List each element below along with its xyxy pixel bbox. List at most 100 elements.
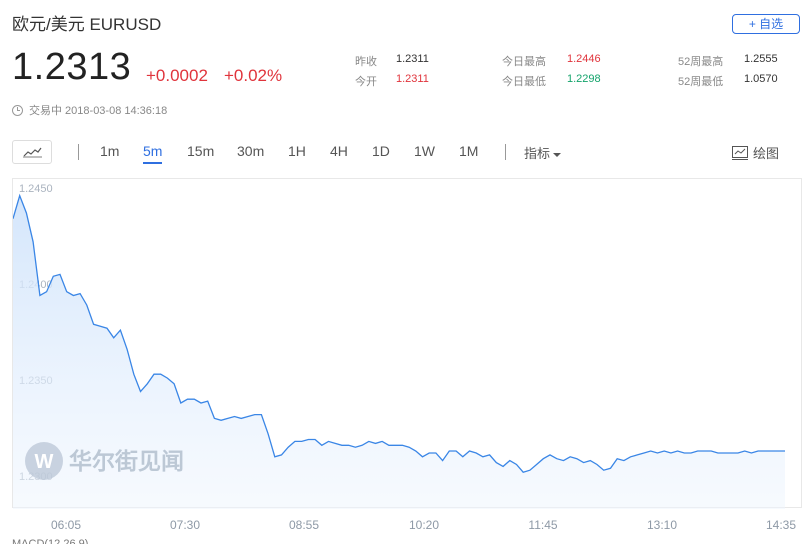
price-point	[261, 414, 262, 415]
price-point	[39, 295, 40, 296]
price-point	[247, 416, 248, 417]
price-point	[778, 450, 779, 451]
chart-canvas: 1.24501.24001.23501.2300W华尔街见闻	[12, 183, 785, 509]
prev-close-label: 昨收	[355, 56, 377, 68]
trading-status: 交易中 2018-03-08 14:36:18	[12, 102, 167, 118]
price-point	[610, 468, 611, 469]
price-point	[93, 324, 94, 325]
price-point	[536, 464, 537, 465]
price-point	[751, 452, 752, 453]
week52-low-value: 1.0570	[744, 73, 778, 85]
watermark-text: 华尔街见闻	[69, 448, 184, 474]
price-point	[771, 450, 772, 451]
prev-close-value: 1.2311	[396, 53, 429, 65]
price-point	[711, 450, 712, 451]
price-point	[194, 399, 195, 400]
tab-1h[interactable]: 1H	[288, 143, 306, 159]
indicator-dropdown[interactable]: 指标	[524, 143, 562, 162]
draw-tool-button[interactable]: 绘图	[732, 143, 779, 162]
price-point	[368, 441, 369, 442]
price-point	[281, 454, 282, 455]
price-point	[617, 458, 618, 459]
price-point	[254, 414, 255, 415]
price-point	[449, 450, 450, 451]
day-low-value: 1.2298	[567, 73, 601, 85]
tab-1m[interactable]: 1M	[459, 143, 479, 159]
price-chart[interactable]: 1.24501.24001.23501.2300W华尔街见闻	[12, 178, 802, 509]
price-point	[214, 418, 215, 419]
price-point	[395, 445, 396, 446]
x-tick-label: 13:10	[647, 518, 677, 532]
price-point	[328, 441, 329, 442]
draw-icon	[732, 145, 748, 160]
price-point	[73, 295, 74, 296]
indicator-label: 指标	[524, 146, 551, 161]
price-point	[482, 456, 483, 457]
tab-1m[interactable]: 1m	[100, 143, 120, 159]
price-point	[187, 399, 188, 400]
price-point	[556, 458, 557, 459]
week52-high-label: 52周最高	[678, 56, 724, 68]
x-tick-label: 06:05	[51, 518, 81, 532]
price-point	[462, 456, 463, 457]
price-point	[200, 402, 201, 403]
tab-30m[interactable]: 30m	[237, 143, 265, 159]
price-point	[59, 274, 60, 275]
watermark-logo-icon	[25, 442, 63, 480]
x-axis: 06:05 07:30 08:55 10:20 11:45 13:10 14:35 MACD(…	[12, 518, 796, 544]
price-point	[650, 450, 651, 451]
tab-1d[interactable]: 1D	[372, 143, 390, 159]
price-point	[758, 450, 759, 451]
price-point	[382, 441, 383, 442]
price-point	[308, 439, 309, 440]
add-watchlist-button[interactable]: + 自选	[732, 14, 800, 34]
price-point	[590, 460, 591, 461]
tab-5m[interactable]: 5m	[143, 143, 163, 164]
week52-low-label: 52周最低	[678, 76, 724, 88]
price-point	[744, 450, 745, 451]
price-point	[630, 456, 631, 457]
price-point	[657, 452, 658, 453]
price-point	[153, 374, 154, 375]
price-point	[315, 439, 316, 440]
price-point	[563, 460, 564, 461]
svg-text:W: W	[35, 451, 54, 473]
price-point	[355, 447, 356, 448]
x-tick-label: 07:30	[170, 518, 200, 532]
price-point	[167, 378, 168, 379]
draw-label: 绘图	[753, 146, 780, 161]
price-point	[415, 450, 416, 451]
price-line	[12, 193, 785, 473]
price-point	[731, 452, 732, 453]
price-point	[603, 470, 604, 471]
open-value: 1.2311	[396, 73, 429, 85]
open-label: 今开	[355, 76, 377, 88]
price-point	[583, 462, 584, 463]
tab-4h[interactable]: 4H	[330, 143, 348, 159]
tab-1w[interactable]: 1W	[414, 143, 435, 159]
price-point	[100, 326, 101, 327]
price-point	[147, 383, 148, 384]
price-point	[717, 452, 718, 453]
price-point	[120, 330, 121, 331]
price-point	[435, 452, 436, 453]
price-point	[106, 328, 107, 329]
y-tick-label: 1.2450	[19, 183, 53, 195]
chart-type-button[interactable]	[12, 140, 52, 164]
price-point	[576, 458, 577, 459]
price-point	[140, 391, 141, 392]
price-point	[664, 450, 665, 451]
price-point	[388, 445, 389, 446]
price-point	[268, 433, 269, 434]
day-high-label: 今日最高	[502, 56, 546, 68]
tab-15m[interactable]: 15m	[187, 143, 215, 159]
day-low-label: 今日最低	[502, 76, 546, 88]
price-point	[174, 383, 175, 384]
macd-label: MACD(12,26,9)	[12, 538, 88, 544]
last-price: 1.2313	[12, 46, 132, 88]
price-point	[241, 418, 242, 419]
price-point	[784, 450, 785, 451]
price-change: +0.0002	[146, 66, 208, 85]
price-point	[637, 454, 638, 455]
price-point	[489, 454, 490, 455]
